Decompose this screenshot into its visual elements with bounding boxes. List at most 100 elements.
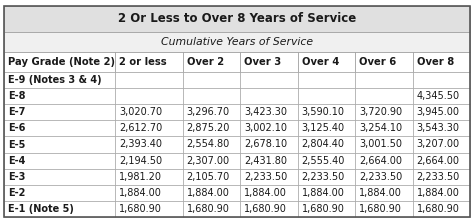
Text: 1,680.90: 1,680.90 [119,204,162,214]
Text: 3,590.10: 3,590.10 [301,107,345,117]
Bar [240,185,298,201]
Text: 1,680.90: 1,680.90 [417,204,459,214]
Text: 3,945.00: 3,945.00 [417,107,459,117]
Bar [412,201,470,217]
Bar [355,120,412,136]
Text: 2,664.00: 2,664.00 [417,156,459,166]
Text: 1,680.90: 1,680.90 [359,204,402,214]
Text: 2,664.00: 2,664.00 [359,156,402,166]
Bar [298,185,355,201]
Bar [182,104,240,120]
Bar [4,32,470,52]
Bar [355,136,412,153]
Text: Over 4: Over 4 [301,57,339,67]
Bar [115,201,182,217]
Bar [412,120,470,136]
Text: 3,296.70: 3,296.70 [187,107,230,117]
Bar [412,185,470,201]
Bar [355,153,412,169]
Bar [115,88,182,104]
Text: 1,884.00: 1,884.00 [301,188,345,198]
Text: Cumulative Years of Service: Cumulative Years of Service [161,37,313,47]
Bar [4,88,115,104]
Text: 2,233.50: 2,233.50 [417,172,460,182]
Bar [4,104,115,120]
Bar [240,120,298,136]
Text: 3,207.00: 3,207.00 [417,140,460,149]
Bar [115,169,182,185]
Text: Over 2: Over 2 [187,57,224,67]
Text: 2,233.50: 2,233.50 [244,172,287,182]
Text: Pay Grade (Note 2): Pay Grade (Note 2) [8,57,115,67]
Text: E-4: E-4 [8,156,26,166]
Text: 3,001.50: 3,001.50 [359,140,402,149]
Text: 3,020.70: 3,020.70 [119,107,163,117]
Text: Over 3: Over 3 [244,57,281,67]
Bar [115,120,182,136]
Bar [115,136,182,153]
Bar [240,136,298,153]
Text: E-7: E-7 [8,107,26,117]
Bar [182,88,240,104]
Text: 2 Or Less to Over 8 Years of Service: 2 Or Less to Over 8 Years of Service [118,12,356,25]
Bar [4,72,115,88]
Text: E-1 (Note 5): E-1 (Note 5) [8,204,74,214]
Text: 1,884.00: 1,884.00 [244,188,287,198]
Text: 1,981.20: 1,981.20 [119,172,162,182]
Bar [4,185,115,201]
Text: 2,233.50: 2,233.50 [359,172,402,182]
Text: 3,543.30: 3,543.30 [417,123,459,133]
Text: 4,345.50: 4,345.50 [417,91,460,101]
Text: 2,678.10: 2,678.10 [244,140,287,149]
Text: 1,680.90: 1,680.90 [301,204,345,214]
Text: 2,393.40: 2,393.40 [119,140,162,149]
Text: 3,720.90: 3,720.90 [359,107,402,117]
Bar [412,52,470,72]
Text: 1,680.90: 1,680.90 [244,204,287,214]
Text: E-3: E-3 [8,172,26,182]
Bar [4,201,115,217]
Bar [298,153,355,169]
Bar [355,185,412,201]
Text: 1,884.00: 1,884.00 [119,188,162,198]
Bar [298,169,355,185]
Text: 1,884.00: 1,884.00 [187,188,229,198]
Bar [240,104,298,120]
Text: 3,254.10: 3,254.10 [359,123,402,133]
Bar [182,185,240,201]
Bar [355,72,412,88]
Bar [4,153,115,169]
Bar [240,169,298,185]
Text: 1,680.90: 1,680.90 [187,204,229,214]
Bar [182,52,240,72]
Bar [298,120,355,136]
Text: E-2: E-2 [8,188,26,198]
Text: 3,125.40: 3,125.40 [301,123,345,133]
Text: 2 or less: 2 or less [119,57,167,67]
Bar [355,52,412,72]
Bar [182,153,240,169]
Bar [355,104,412,120]
Text: 2,431.80: 2,431.80 [244,156,287,166]
Text: 2,307.00: 2,307.00 [187,156,230,166]
Text: E-5: E-5 [8,140,26,149]
Bar [4,136,115,153]
Bar [4,52,115,72]
Bar [412,153,470,169]
Text: E-9 (Notes 3 & 4): E-9 (Notes 3 & 4) [8,75,101,85]
Bar [240,201,298,217]
Text: E-8: E-8 [8,91,26,101]
Text: 3,423.30: 3,423.30 [244,107,287,117]
Bar [182,201,240,217]
Bar [298,72,355,88]
Bar [240,72,298,88]
Text: Over 8: Over 8 [417,57,454,67]
Bar [182,169,240,185]
Bar [298,52,355,72]
Bar [412,88,470,104]
Bar [240,153,298,169]
Bar [4,120,115,136]
Text: 2,194.50: 2,194.50 [119,156,163,166]
Bar [298,104,355,120]
Bar [240,52,298,72]
